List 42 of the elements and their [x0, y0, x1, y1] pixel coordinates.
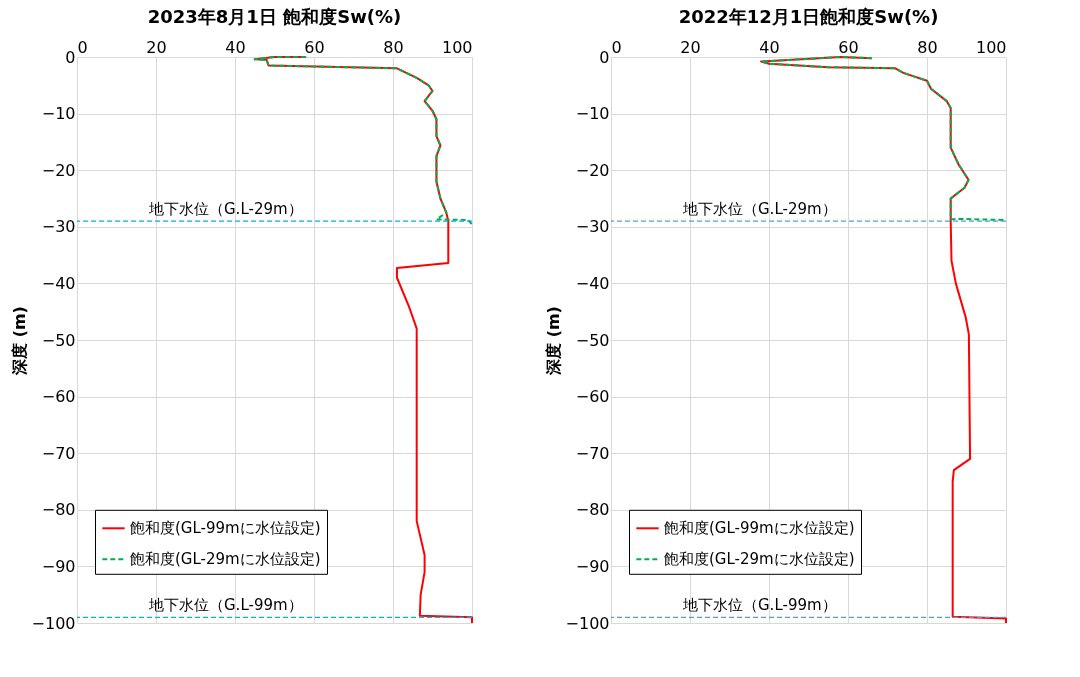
y-tick-label: −100: [565, 613, 610, 633]
legend-label: 飽和度(GL-29mに水位設定): [130, 550, 321, 569]
x-tick-label: 40: [759, 37, 780, 57]
ref-line-label: 地下水位（G.L-99m）: [682, 596, 837, 615]
y-tick-label: −40: [575, 273, 610, 293]
legend-label: 飽和度(GL-99mに水位設定): [664, 519, 855, 538]
y-tick-label: −90: [575, 556, 610, 576]
x-tick-label: 100: [975, 37, 1007, 57]
ref-line-label: 地下水位（G.L-99m）: [148, 596, 303, 615]
y-tick-label: −30: [41, 217, 76, 237]
x-tick-label: 20: [146, 37, 167, 57]
x-tick-label: 80: [383, 37, 404, 57]
legend-label: 飽和度(GL-29mに水位設定): [664, 550, 855, 569]
x-tick-label: 60: [838, 37, 859, 57]
y-tick-label: −70: [41, 443, 76, 463]
y-tick-label: −30: [575, 217, 610, 237]
x-tick-label: 80: [917, 37, 938, 57]
y-tick-label: −40: [41, 273, 76, 293]
y-tick-label: −10: [41, 104, 76, 124]
y-tick-label: −20: [575, 160, 610, 180]
y-tick-label: −50: [575, 330, 610, 350]
ref-line-label: 地下水位（G.L-29m）: [148, 200, 303, 219]
x-tick-label: 100: [441, 37, 473, 57]
y-tick-label: −80: [41, 500, 76, 520]
x-tick-label: 40: [225, 37, 246, 57]
legend-label: 飽和度(GL-99mに水位設定): [130, 519, 321, 538]
y-tick-label: −20: [41, 160, 76, 180]
y-tick-label: −50: [41, 330, 76, 350]
y-tick-label: −80: [575, 500, 610, 520]
y-tick-label: −60: [575, 387, 610, 407]
chart-title: 2022年12月1日飽和度Sw(%): [678, 6, 939, 27]
y-axis-title: 深度 (m): [9, 306, 29, 376]
y-tick-label: −90: [41, 556, 76, 576]
y-tick-label: −60: [41, 387, 76, 407]
y-axis-title: 深度 (m): [543, 306, 563, 376]
chart-title: 2023年8月1日 飽和度Sw(%): [147, 6, 402, 27]
x-tick-label: 20: [680, 37, 701, 57]
x-tick-label: 60: [304, 37, 325, 57]
y-tick-label: −100: [31, 613, 76, 633]
y-tick-label: −10: [575, 104, 610, 124]
y-tick-label: −70: [575, 443, 610, 463]
ref-line-label: 地下水位（G.L-29m）: [682, 200, 837, 219]
